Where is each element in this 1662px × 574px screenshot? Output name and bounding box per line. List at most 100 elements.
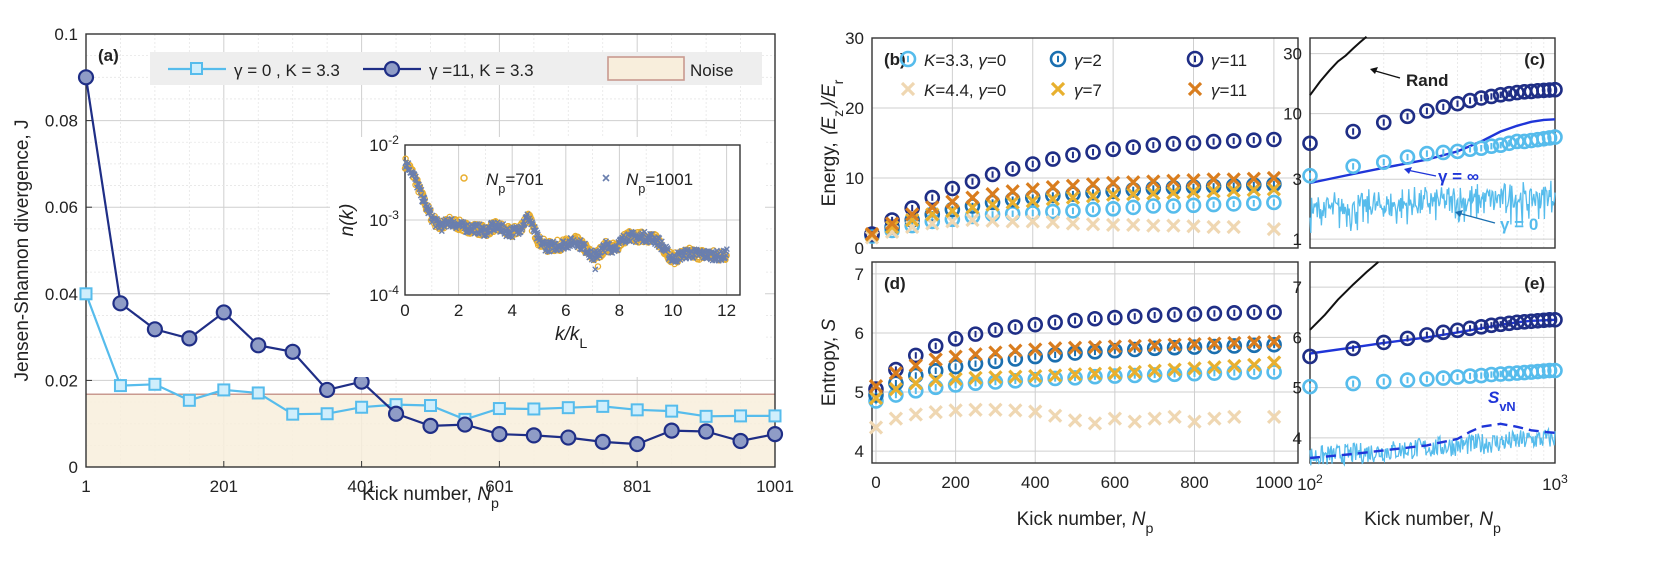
point-circle-ring bbox=[1205, 133, 1222, 150]
xtick-label: 601 bbox=[485, 477, 513, 496]
ytick-label: 0.04 bbox=[45, 285, 78, 304]
point-circle-ring bbox=[944, 180, 961, 197]
point-circle bbox=[1245, 132, 1262, 148]
legend-label-1: γ =11, K = 3.3 bbox=[429, 61, 534, 80]
point-cross-b bbox=[1085, 189, 1101, 204]
ytick-label: 6 bbox=[1293, 328, 1302, 347]
inset-point-1001 bbox=[438, 228, 445, 235]
annotation-gamma0: γ = 0 bbox=[1500, 215, 1538, 234]
point-cross bbox=[1226, 183, 1241, 198]
legend-label-5-part: =11 bbox=[1220, 81, 1248, 100]
point-circle bbox=[1065, 147, 1081, 163]
point-square bbox=[527, 402, 541, 416]
point-circle-ring bbox=[1473, 140, 1490, 157]
point-square bbox=[596, 399, 610, 413]
point-circle-ring bbox=[1266, 194, 1282, 211]
point-cross bbox=[948, 349, 963, 364]
point-circle bbox=[1085, 144, 1101, 160]
point-cross-b bbox=[945, 194, 960, 209]
ylabel-b-part: ⟨E bbox=[819, 117, 840, 137]
point-cross bbox=[1166, 185, 1181, 200]
point-cross bbox=[1067, 413, 1083, 428]
point-cross bbox=[1247, 335, 1262, 350]
svn-line bbox=[1309, 422, 1556, 460]
point-cross-b bbox=[1126, 175, 1141, 190]
inset-ytick-label-part: 10 bbox=[369, 211, 388, 230]
ytick-label: 30 bbox=[1283, 45, 1302, 64]
point-cross bbox=[1087, 366, 1103, 381]
point-cross-b bbox=[1087, 339, 1103, 355]
point-circle-ring bbox=[1205, 196, 1222, 213]
point-circle bbox=[1501, 365, 1517, 382]
point-cross-b bbox=[1028, 342, 1043, 357]
inset-legend-label-1-part: p bbox=[638, 181, 645, 196]
point-cross-b bbox=[1025, 214, 1040, 229]
point-circle-ring bbox=[927, 362, 944, 379]
inset-ytick-label: 10-4 bbox=[369, 283, 399, 305]
gamma0-arrowhead bbox=[1455, 210, 1463, 217]
point-cross bbox=[928, 405, 943, 420]
point-circle bbox=[1483, 88, 1500, 105]
point-circle-ring bbox=[1027, 371, 1044, 388]
point-circle bbox=[1165, 198, 1182, 214]
point-cross bbox=[1008, 369, 1023, 384]
point-cross-b bbox=[1226, 183, 1241, 198]
point-circle bbox=[697, 423, 715, 440]
xtick-label: 103 bbox=[1542, 472, 1568, 494]
xtick-label-part: 10 bbox=[1542, 475, 1561, 494]
point-cross bbox=[868, 390, 884, 406]
point-cross bbox=[1167, 409, 1182, 425]
legend-marker-3-b bbox=[900, 81, 916, 97]
point-cross bbox=[1045, 191, 1060, 207]
point-cross bbox=[905, 212, 920, 228]
inset-xlabel: k/kL bbox=[555, 324, 587, 352]
xlabel-a-part: Kick number, bbox=[362, 484, 477, 505]
point-cross bbox=[948, 403, 963, 418]
point-cross-b bbox=[905, 207, 920, 222]
point-circle bbox=[1375, 373, 1392, 390]
point-circle bbox=[1435, 99, 1452, 115]
ytick-label: 20 bbox=[845, 99, 864, 118]
inset-ytick-label-part: 10 bbox=[369, 136, 388, 155]
point-cross-b bbox=[1206, 184, 1221, 199]
point-cross bbox=[1206, 219, 1221, 235]
point-circle-ring bbox=[1165, 198, 1182, 214]
point-circle-ring bbox=[1501, 365, 1517, 382]
xtick-label: 1000 bbox=[1255, 473, 1293, 492]
point-circle-ring bbox=[1186, 306, 1203, 322]
point-cross-b bbox=[948, 371, 963, 387]
point-cross bbox=[1045, 214, 1060, 230]
point-cross-b bbox=[948, 403, 963, 418]
point-cross bbox=[1087, 339, 1103, 355]
point-circle-ring bbox=[1067, 312, 1083, 329]
point-cross bbox=[1106, 175, 1121, 191]
point-circle-ring bbox=[1302, 348, 1318, 365]
inset-xlabel-part: k/k bbox=[555, 324, 581, 345]
point-cross bbox=[888, 381, 904, 397]
point-circle bbox=[387, 405, 405, 422]
point-cross-b bbox=[1166, 185, 1181, 200]
point-circle-ring bbox=[1419, 145, 1435, 162]
inset-xtick-label: 2 bbox=[454, 301, 463, 320]
point-cross bbox=[1147, 411, 1162, 426]
point-cross bbox=[1005, 184, 1020, 199]
point-cross-b bbox=[868, 420, 884, 435]
point-cross-b bbox=[1067, 367, 1083, 382]
legend-a: γ = 0 , K = 3.3 γ =11, K = 3.3 Noise bbox=[150, 52, 762, 85]
point-circle bbox=[1145, 137, 1162, 153]
point-cross bbox=[1206, 172, 1221, 187]
inset-point-1001 bbox=[592, 266, 599, 273]
point-cross-b bbox=[1266, 409, 1282, 425]
point-cross-b bbox=[1107, 366, 1122, 381]
legend-marker-1 bbox=[383, 60, 401, 78]
point-cross bbox=[1266, 355, 1282, 370]
point-square bbox=[561, 401, 575, 415]
legend-marker-4 bbox=[1050, 81, 1066, 97]
inset-xtick-label: 6 bbox=[561, 301, 570, 320]
inset-point-1001 bbox=[620, 232, 627, 239]
point-circle-ring bbox=[964, 208, 981, 225]
point-circle-ring bbox=[1146, 367, 1163, 383]
point-cross-b bbox=[1028, 368, 1043, 384]
